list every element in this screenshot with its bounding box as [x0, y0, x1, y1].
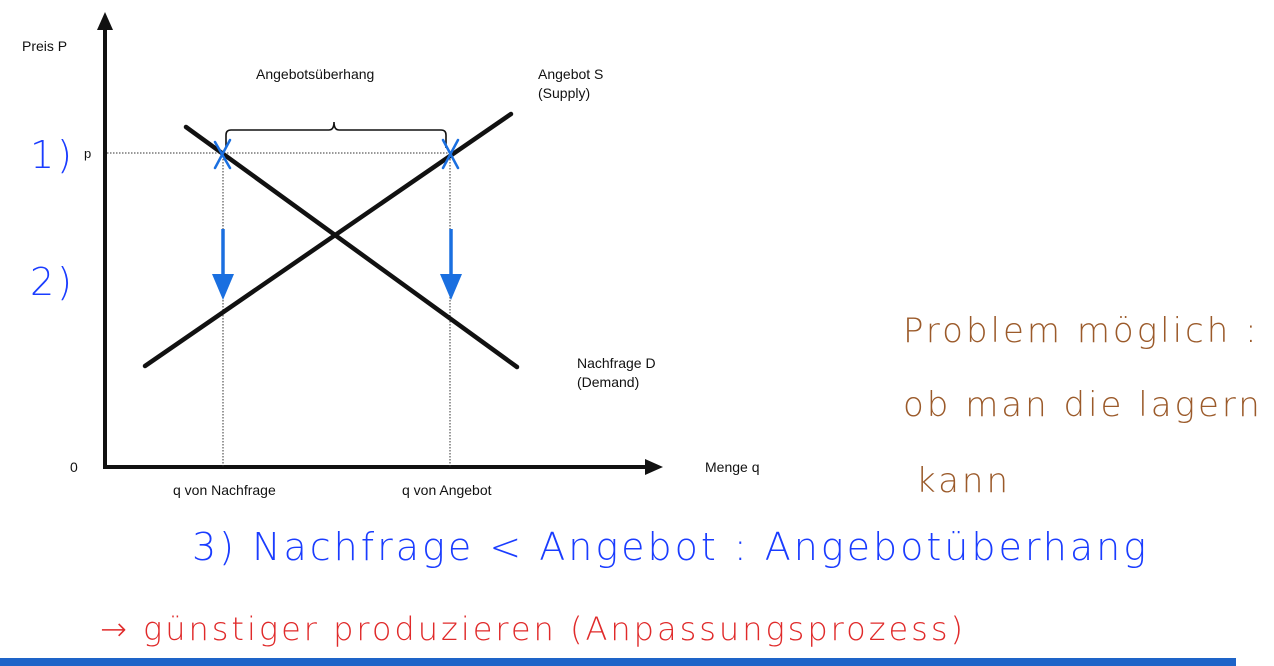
problem-note-line2: ob man die lagern [903, 385, 1263, 425]
y-axis-label: Preis P [22, 38, 67, 54]
supply-curve [142, 111, 514, 369]
bracket-label: Angebotsüberhang [256, 66, 374, 82]
bottom-bar [0, 658, 1236, 666]
x-axis-label: Menge q [705, 459, 759, 475]
price-drop-arrow-demand [212, 229, 234, 300]
q-supply-label: q von Angebot [402, 482, 492, 498]
demand-label-line2: (Demand) [577, 374, 639, 390]
supply-label-line1: Angebot S [538, 66, 603, 82]
step-3-note: 3) Nachfrage < Angebot : Angebotüberhang [192, 525, 1149, 569]
step-2-note: 2) [30, 260, 75, 304]
x-axis-arrowhead [645, 459, 663, 475]
supply-label-line2: (Supply) [538, 85, 590, 101]
demand-curve [183, 124, 520, 370]
adjustment-note: → günstiger produzieren (Anpassungsproze… [100, 610, 966, 648]
q-demand-label: q von Nachfrage [173, 482, 276, 498]
step-1-note: 1) [30, 133, 75, 177]
problem-note-line1: Problem möglich : [903, 311, 1260, 351]
price-drop-arrow-supply [440, 229, 462, 300]
surplus-bracket [225, 121, 447, 148]
problem-note-line3: kann [916, 461, 1011, 501]
demand-label-line1: Nachfrage D [577, 355, 656, 371]
demand-price-marker [213, 138, 232, 170]
price-label: p [84, 146, 91, 161]
origin-label: 0 [70, 459, 78, 475]
supply-price-marker [441, 138, 460, 170]
y-axis-arrowhead [97, 12, 113, 30]
